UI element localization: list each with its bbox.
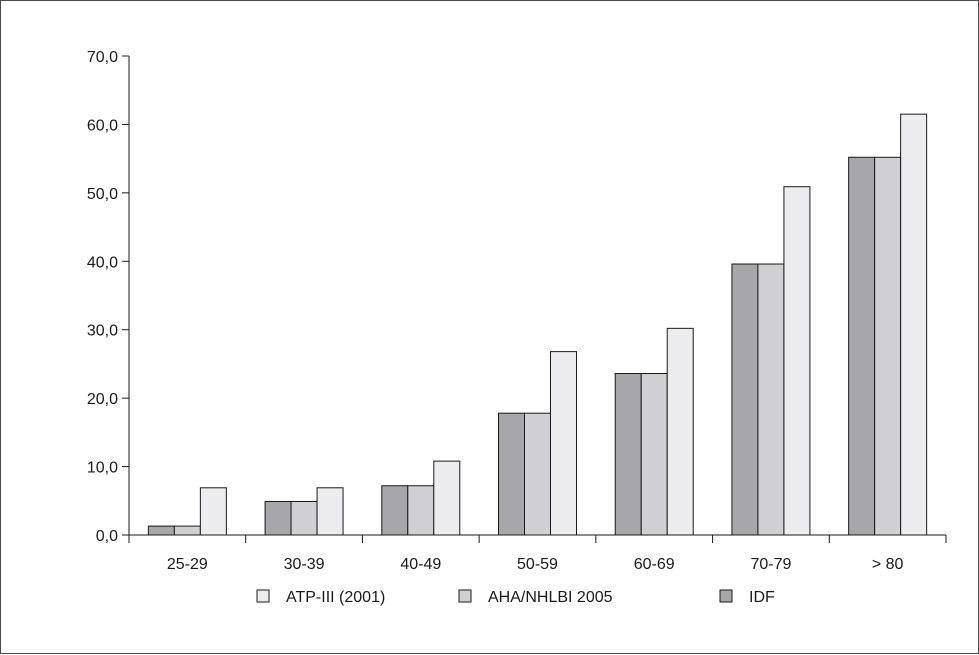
- bar: [173, 525, 201, 536]
- legend-label: IDF: [749, 589, 775, 606]
- legend: ATP-III (2001) AHA/NHLBI 2005 IDF: [256, 589, 775, 606]
- bar: [848, 156, 876, 536]
- bar: [666, 327, 694, 536]
- bar: [407, 485, 435, 536]
- y-tick-label: 60,0: [87, 117, 118, 134]
- bar: [614, 373, 642, 536]
- y-tick-label: 40,0: [87, 254, 118, 271]
- bar: [381, 485, 409, 536]
- legend-swatch: [719, 589, 733, 603]
- bar: [757, 263, 785, 536]
- y-tick-label: 10,0: [87, 460, 118, 477]
- legend-label: ATP-III (2001): [286, 589, 385, 606]
- bar: [900, 113, 928, 536]
- y-tick-label: 50,0: [87, 186, 118, 203]
- bar: [199, 487, 227, 536]
- legend-swatch: [458, 589, 472, 603]
- legend-label: AHA/NHLBI 2005: [488, 589, 613, 606]
- legend-swatch: [256, 589, 270, 603]
- bar: [264, 500, 292, 536]
- bar: [874, 156, 902, 536]
- bar: [524, 412, 551, 536]
- bars-group: [147, 113, 928, 536]
- bar: [640, 373, 668, 536]
- y-tick-label: 20,0: [87, 391, 118, 408]
- bar: [433, 460, 461, 536]
- bar: [147, 525, 175, 536]
- x-axis: 25-29 30-39 40-49 50-59 60-69 70-79 > 80: [128, 534, 947, 573]
- x-tick-label: 50-59: [517, 556, 558, 573]
- x-tick-label: 40-49: [400, 556, 441, 573]
- x-tick-label: 30-39: [284, 556, 325, 573]
- bar: [783, 186, 811, 536]
- x-tick-label: > 80: [872, 556, 904, 573]
- y-tick-label: 30,0: [87, 323, 118, 340]
- x-tick-label: 25-29: [167, 556, 208, 573]
- bar: [550, 351, 577, 536]
- bar: [498, 412, 525, 536]
- x-tick-label: 70-79: [750, 556, 791, 573]
- y-tick-label: 70,0: [87, 49, 118, 66]
- bar: [290, 500, 318, 536]
- x-tick-label: 60-69: [634, 556, 675, 573]
- y-tick-label: 0,0: [96, 528, 118, 545]
- bar: [316, 487, 344, 536]
- y-axis: 0,0 10,0 20,0 30,0 40,0 50,0 60,0 70,0: [87, 49, 130, 545]
- bar: [731, 263, 759, 536]
